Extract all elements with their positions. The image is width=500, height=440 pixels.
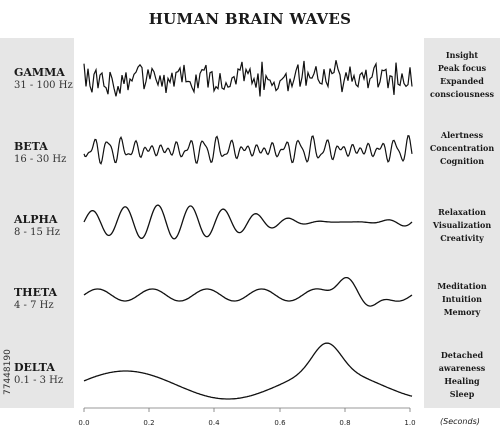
states-gamma: Insight Peak focus Expanded consciousnes… bbox=[424, 49, 500, 101]
time-unit-label: (Seconds) bbox=[440, 417, 480, 426]
delta-wave bbox=[83, 342, 413, 400]
tick-label: 0.2 bbox=[143, 419, 155, 427]
band-freq-delta: 0.1 - 3 Hz bbox=[14, 375, 64, 386]
alpha-wave bbox=[83, 204, 413, 240]
state-text: Sleep bbox=[449, 389, 475, 399]
state-text: awareness bbox=[438, 363, 486, 373]
state-text: Detached bbox=[440, 350, 484, 360]
band-freq-alpha: 8 - 15 Hz bbox=[14, 227, 60, 238]
states-alpha: Relaxation Visualization Creativity bbox=[424, 206, 500, 245]
state-text: Expanded bbox=[440, 76, 484, 86]
state-text: Memory bbox=[443, 307, 481, 317]
state-text: Cognition bbox=[439, 156, 485, 166]
theta-wave bbox=[83, 276, 413, 307]
beta-wave bbox=[83, 134, 413, 165]
states-delta: Detached awareness Healing Sleep bbox=[424, 349, 500, 401]
band-freq-gamma: 31 - 100 Hz bbox=[14, 80, 73, 91]
diagram-title: HUMAN BRAIN WAVES bbox=[148, 10, 352, 28]
state-text: Concentration bbox=[429, 143, 495, 153]
stock-id-watermark: 77448190 bbox=[3, 349, 13, 395]
state-text: Insight bbox=[445, 50, 479, 60]
state-text: Healing bbox=[444, 376, 480, 386]
tick-label: 0.4 bbox=[208, 419, 220, 427]
band-name-alpha: ALPHA bbox=[14, 213, 58, 226]
state-text: consciousness bbox=[429, 89, 494, 99]
mental-state-panel bbox=[424, 38, 500, 408]
band-name-theta: THETA bbox=[14, 286, 58, 299]
time-axis-ticks bbox=[83, 408, 411, 412]
state-text: Visualization bbox=[432, 220, 492, 230]
tick-label: 0.6 bbox=[274, 419, 286, 427]
band-freq-beta: 16 - 30 Hz bbox=[14, 154, 67, 165]
band-name-beta: BETA bbox=[14, 140, 48, 153]
tick-label: 0.0 bbox=[78, 419, 90, 427]
gamma-wave bbox=[83, 60, 413, 97]
state-text: Peak focus bbox=[437, 63, 487, 73]
state-text: Intuition bbox=[442, 294, 482, 304]
band-label-panel bbox=[0, 38, 74, 408]
state-text: Alertness bbox=[440, 130, 484, 140]
band-name-gamma: GAMMA bbox=[14, 66, 65, 79]
band-freq-theta: 4 - 7 Hz bbox=[14, 300, 54, 311]
tick-label: 0.8 bbox=[339, 419, 351, 427]
tick-label: 1.0 bbox=[404, 419, 416, 427]
state-text: Meditation bbox=[437, 281, 487, 291]
state-text: Relaxation bbox=[438, 207, 486, 217]
band-name-delta: DELTA bbox=[14, 361, 55, 374]
states-theta: Meditation Intuition Memory bbox=[424, 280, 500, 319]
state-text: Creativity bbox=[440, 233, 484, 243]
states-beta: Alertness Concentration Cognition bbox=[424, 129, 500, 168]
